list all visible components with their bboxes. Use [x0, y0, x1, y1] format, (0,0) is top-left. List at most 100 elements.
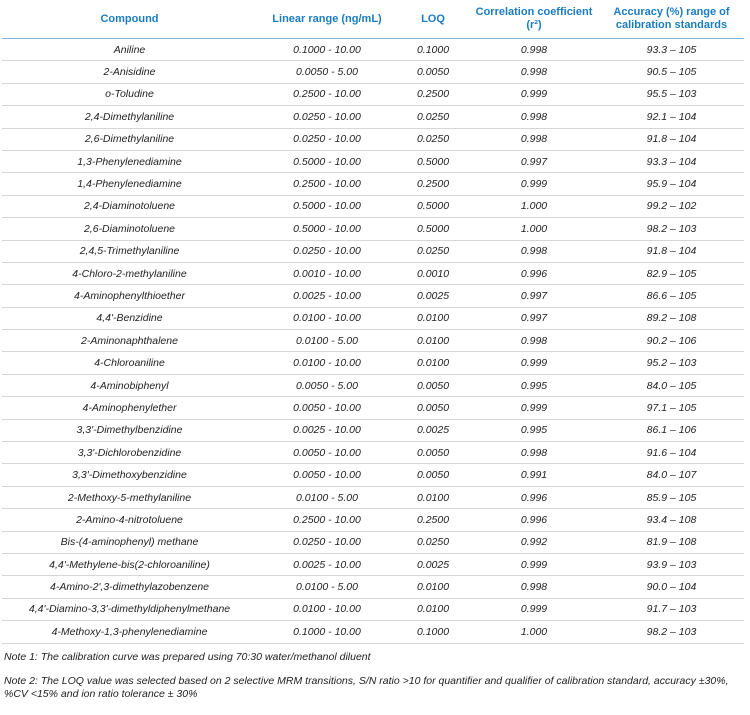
table-cell: 0.1000 - 10.00 — [257, 620, 397, 644]
table-cell: 2-Methoxy-5-methylaniline — [2, 486, 257, 510]
table-cell: 0.0025 — [397, 553, 469, 577]
table-cell: 0.998 — [469, 105, 599, 129]
table-cell: 0.995 — [469, 419, 599, 443]
table-cell: 90.5 – 105 — [599, 60, 744, 84]
table-row: o-Toludine 0.2500 - 10.00 0.2500 0.999 95.5 … — [2, 83, 744, 107]
table-cell: 0.5000 — [397, 150, 469, 174]
table-cell: 0.998 — [469, 38, 599, 62]
table-cell: 0.0100 - 10.00 — [257, 598, 397, 622]
table-cell: 0.5000 - 10.00 — [257, 150, 397, 174]
table-cell: 0.0250 — [397, 531, 469, 554]
table-cell: 0.2500 - 10.00 — [257, 172, 397, 196]
table-cell: 0.2500 - 10.00 — [257, 83, 397, 107]
table-cell: 2,4,5-Trimethylaniline — [2, 240, 257, 263]
table-cell: 86.1 – 106 — [599, 419, 744, 443]
table-cell: o-Toludine — [2, 83, 257, 107]
table-cell: 1.000 — [469, 217, 599, 241]
table-row: 4-Aminobiphenyl 0.0050 - 5.00 0.0050 0.995 8… — [2, 374, 744, 398]
column-header: Compound — [2, 0, 257, 39]
table-cell: 0.0100 — [397, 598, 469, 622]
table-cell: 0.0250 — [397, 105, 469, 129]
table-row: 2-Anisidine 0.0050 - 5.00 0.0050 0.998 90.5 … — [2, 60, 744, 84]
table-cell: 0.999 — [469, 396, 599, 420]
table-cell: 0.0050 - 10.00 — [257, 463, 397, 487]
table-row: Bis-(4-aminophenyl) methane 0.0250 - 10.0… — [2, 531, 744, 554]
table-cell: 0.1000 — [397, 620, 469, 644]
table-row: 1,3-Phenylenediamine 0.5000 - 10.00 0.5000… — [2, 150, 744, 174]
table-row: 2,4-Dimethylaniline 0.0250 - 10.00 0.0250 0… — [2, 105, 744, 129]
table-cell: 0.0025 - 10.00 — [257, 284, 397, 308]
table-cell: 2,4-Diaminotoluene — [2, 195, 257, 219]
table-row: 4-Aminophenylthioether 0.0025 - 10.00 0.00… — [2, 284, 744, 308]
table-cell: 0.0050 — [397, 396, 469, 420]
table-cell: 90.0 – 104 — [599, 575, 744, 599]
table-cell: 0.0100 - 5.00 — [257, 486, 397, 510]
table-cell: 0.0100 - 5.00 — [257, 329, 397, 353]
table-cell: 0.5000 — [397, 217, 469, 241]
table-row: 4-Amino-2',3-dimethylazobenzene 0.0100 - … — [2, 575, 744, 599]
table-row: 2,4,5-Trimethylaniline 0.0250 - 10.00 0.02… — [2, 240, 744, 263]
table-cell: 98.2 – 103 — [599, 620, 744, 644]
table-cell: 0.999 — [469, 83, 599, 107]
table-cell: 0.0050 — [397, 60, 469, 84]
table-cell: 84.0 – 105 — [599, 374, 744, 398]
table-cell: 3,3'-Dimethoxybenzidine — [2, 463, 257, 487]
table-cell: 0.996 — [469, 508, 599, 532]
table-cell: 0.999 — [469, 553, 599, 577]
table-cell: 1,4-Phenylenediamine — [2, 172, 257, 196]
table-cell: 2,6-Dimethylaniline — [2, 128, 257, 151]
table-row: 4-Chloro-2-methylaniline 0.0010 - 10.00 0.… — [2, 262, 744, 286]
table-cell: 0.5000 - 10.00 — [257, 217, 397, 241]
table-cell: 93.3 – 105 — [599, 38, 744, 62]
table-body: Aniline 0.1000 - 10.00 0.1000 0.998 93.3 – 1… — [2, 38, 744, 644]
table-row: 2,6-Dimethylaniline 0.0250 - 10.00 0.0250 0… — [2, 128, 744, 151]
table-cell: 4-Aminobiphenyl — [2, 374, 257, 398]
table-row: 4-Aminophenylether 0.0050 - 10.00 0.0050 0.… — [2, 396, 744, 420]
table-cell: 3,3'-Dimethylbenzidine — [2, 419, 257, 443]
table-cell: 97.1 – 105 — [599, 396, 744, 420]
table-cell: 86.6 – 105 — [599, 284, 744, 308]
table-cell: 4-Aminophenylether — [2, 396, 257, 420]
column-header: LOQ — [397, 0, 469, 39]
table-row: Aniline 0.1000 - 10.00 0.1000 0.998 93.3 – 1… — [2, 38, 744, 62]
table-cell: 0.998 — [469, 128, 599, 151]
note: Note 2: The LOQ value was selected based… — [4, 674, 729, 700]
table-cell: 0.998 — [469, 441, 599, 465]
table-cell: 0.0050 - 5.00 — [257, 60, 397, 84]
table-cell: 91.6 – 104 — [599, 441, 744, 465]
table-cell: 4-Chloroaniline — [2, 351, 257, 375]
column-header: Linear range (ng/mL) — [257, 0, 397, 39]
data-table: Compound Linear range (ng/mL) LOQ Correlati… — [2, 0, 744, 644]
table-cell: 0.998 — [469, 575, 599, 599]
table-cell: 0.0050 — [397, 374, 469, 398]
table-cell: 0.5000 — [397, 195, 469, 219]
table-cell: 0.997 — [469, 150, 599, 174]
table-cell: 0.0025 — [397, 284, 469, 308]
table-cell: 0.0050 - 10.00 — [257, 441, 397, 465]
table-cell: 0.2500 — [397, 172, 469, 196]
table-cell: 1.000 — [469, 195, 599, 219]
table-cell: 0.0250 - 10.00 — [257, 240, 397, 263]
table-row: 4-Chloroaniline 0.0100 - 10.00 0.0100 0.999… — [2, 351, 744, 375]
table-cell: 4-Chloro-2-methylaniline — [2, 262, 257, 286]
table-cell: 93.3 – 104 — [599, 150, 744, 174]
table-row: 4,4'-Benzidine 0.0100 - 10.00 0.0100 0.997 8… — [2, 307, 744, 331]
column-header: Accuracy (%) range of calibration standa… — [599, 0, 744, 39]
table-row: 4,4'-Methylene-bis(2-chloroaniline) 0.002… — [2, 553, 744, 577]
table-cell: 2-Aminonaphthalene — [2, 329, 257, 353]
table-row: 2-Methoxy-5-methylaniline 0.0100 - 5.00 0.… — [2, 486, 744, 510]
table-cell: 0.2500 — [397, 83, 469, 107]
table-cell: 0.997 — [469, 284, 599, 308]
table-cell: 0.0050 — [397, 463, 469, 487]
table-cell: 0.995 — [469, 374, 599, 398]
table-cell: Aniline — [2, 38, 257, 62]
table-row: 3,3'-Dichlorobenzidine 0.0050 - 10.00 0.00… — [2, 441, 744, 465]
table-cell: 0.0010 - 10.00 — [257, 262, 397, 286]
table-cell: 91.8 – 104 — [599, 128, 744, 151]
table-cell: 2-Amino-4-nitrotoluene — [2, 508, 257, 532]
table-cell: 0.998 — [469, 240, 599, 263]
table-cell: 95.2 – 103 — [599, 351, 744, 375]
table-cell: 2,6-Diaminotoluene — [2, 217, 257, 241]
table-cell: 4-Methoxy-1,3-phenylenediamine — [2, 620, 257, 644]
table-cell: 89.2 – 108 — [599, 307, 744, 331]
